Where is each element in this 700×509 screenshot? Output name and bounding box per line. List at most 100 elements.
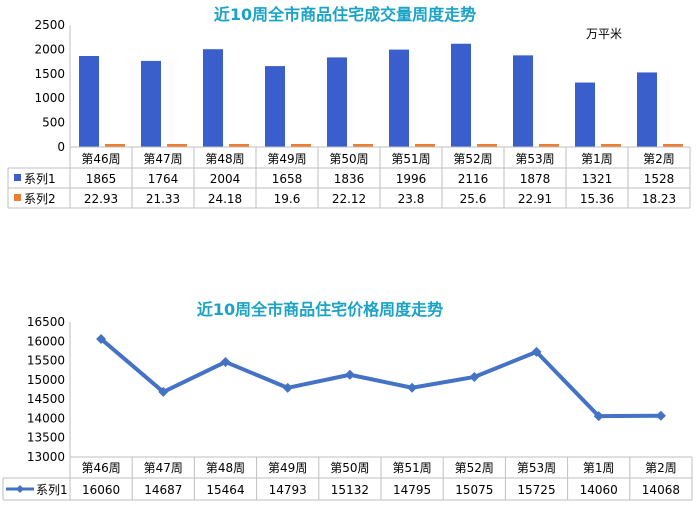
chart1-series1-value: 1865 [86, 172, 117, 186]
chart2-y-tick-label: 16500 [27, 315, 65, 329]
chart1-y-axis: 0 500 1000 1500 2000 2500 [34, 18, 71, 154]
chart2-category-label: 第46周 [81, 461, 120, 475]
chart2-y-tick-label: 15000 [27, 373, 65, 387]
chart1-legend-swatch-series1 [14, 174, 21, 181]
chart1-y-tick-label: 1000 [34, 91, 65, 105]
chart2-line [96, 333, 666, 422]
chart1-series2-value: 23.8 [398, 192, 425, 206]
chart2-series1-value: 14068 [642, 483, 680, 497]
chart1-bar-series1 [141, 60, 161, 147]
chart1-y-tick-label: 2000 [34, 42, 65, 56]
chart2-y-tick-label: 16000 [27, 334, 65, 348]
chart2-series1-point [220, 356, 231, 367]
chart1-series1-value: 2004 [210, 172, 241, 186]
chart2-series1-value: 15075 [455, 483, 493, 497]
chart2-title: 近10周全市商品住宅价格周度走势 [197, 300, 443, 319]
chart1-bar-series2 [105, 144, 125, 147]
chart1-category-label: 第48周 [205, 152, 244, 166]
chart1-series1-value: 1764 [148, 172, 179, 186]
chart1-series2-value: 15.36 [580, 192, 614, 206]
chart1-bar-series1 [389, 49, 409, 147]
chart1-y-tick-label: 2500 [34, 18, 65, 32]
chart2-series1-value: 14060 [580, 483, 618, 497]
chart2-y-tick-label: 14500 [27, 392, 65, 406]
chart2-category-label: 第2周 [645, 461, 677, 475]
chart2-series1-point [593, 411, 604, 422]
chart1-category-label: 第51周 [391, 152, 430, 166]
chart1-bar-series1 [575, 82, 595, 147]
chart1-category-label: 第47周 [143, 152, 182, 166]
chart1-unit-label: 万平米 [586, 27, 622, 41]
chart2-series1-point [282, 382, 293, 393]
chart2-series1-value: 15464 [206, 483, 244, 497]
chart2-category-label: 第48周 [206, 461, 245, 475]
chart2-category-label: 第1周 [583, 461, 615, 475]
chart2-series1-point [96, 333, 107, 344]
chart1-bar-series1 [637, 72, 657, 147]
chart1-bar-series2 [167, 144, 187, 147]
chart1-series2-value: 25.6 [460, 192, 487, 206]
chart1-title: 近10周全市商品住宅成交量周度走势 [214, 5, 476, 24]
chart1-bar-series2 [229, 144, 249, 147]
chart1-series2-value: 19.6 [274, 192, 301, 206]
chart1-bars [79, 43, 683, 148]
chart2-category-label: 第50周 [330, 461, 369, 475]
chart2-series1-point [655, 410, 666, 421]
chart1-data-table: 第46周 1865 22.93 第47周 1764 21.33 第48周 2004 24.18 第… [7, 146, 691, 209]
chart1-category-label: 第2周 [643, 152, 675, 166]
chart2-category-label: 第51周 [392, 461, 431, 475]
chart1-series2-value: 21.33 [146, 192, 180, 206]
chart1-category-label: 第52周 [453, 152, 492, 166]
chart1-category-label: 第53周 [515, 152, 554, 166]
chart2-y-tick-label: 15500 [27, 354, 65, 368]
chart1-bar-series1 [203, 49, 223, 147]
chart1-category-label: 第1周 [581, 152, 613, 166]
chart1-series1-value: 1321 [582, 172, 613, 186]
chart2-y-tick-label: 13500 [27, 431, 65, 445]
chart1-series1-value: 1528 [644, 172, 675, 186]
chart1-legend-series1: 系列1 [24, 172, 56, 186]
chart1-series1-value: 1996 [396, 172, 427, 186]
chart2-series1-value: 15132 [331, 483, 369, 497]
chart1-y-tick-label: 500 [42, 116, 65, 130]
chart1-bar-series1 [79, 55, 99, 147]
chart2-series1-value: 14795 [393, 483, 431, 497]
chart1-category-label: 第50周 [329, 152, 368, 166]
chart2-series1-point [344, 369, 355, 380]
chart1-bar-series1 [327, 57, 347, 147]
chart1-bar-series2 [353, 144, 373, 147]
chart2-series1-point [158, 386, 169, 397]
chart2-series1-point [531, 346, 542, 357]
chart2-series1-value: 15725 [517, 483, 555, 497]
chart2-category-label: 第52周 [455, 461, 494, 475]
chart2-y-tick-label: 13000 [27, 450, 65, 464]
chart1-bar-series1 [451, 43, 471, 148]
chart2-category-label: 第53周 [517, 461, 556, 475]
chart1-series2-value: 24.18 [208, 192, 242, 206]
chart1-category-label: 第46周 [81, 152, 120, 166]
chart1-series1-value: 2116 [458, 172, 489, 186]
chart1-series2-value: 22.91 [518, 192, 552, 206]
chart1-bar-series2 [415, 144, 435, 147]
chart2-legend-marker [16, 485, 24, 493]
chart1-series2-value: 18.23 [642, 192, 676, 206]
chart1-series2-value: 22.93 [84, 192, 118, 206]
chart2-y-tick-label: 14000 [27, 411, 65, 425]
chart1-bar-series2 [291, 144, 311, 147]
chart2-series1-line [99, 337, 661, 419]
chart1-category-label: 第49周 [267, 152, 306, 166]
chart1-bar-series2 [539, 144, 559, 147]
chart1-series1-value: 1836 [334, 172, 365, 186]
chart2-data-table: 第46周 16060 第47周 14687 第48周 15464 第49周 14793 第50周… [2, 456, 693, 501]
chart2-legend-series1: 系列1 [36, 483, 68, 497]
chart1-series1-value: 1878 [520, 172, 551, 186]
chart1-series2-value: 22.12 [332, 192, 366, 206]
chart1-legend-swatch-series2 [14, 194, 21, 201]
chart2-series1-point [469, 371, 480, 382]
chart2-series1-point [407, 382, 418, 393]
chart2-category-label: 第49周 [268, 461, 307, 475]
chart1-y-tick-label: 0 [57, 140, 65, 154]
chart1-bar-series2 [663, 144, 683, 147]
chart2-series1-value: 14687 [144, 483, 182, 497]
